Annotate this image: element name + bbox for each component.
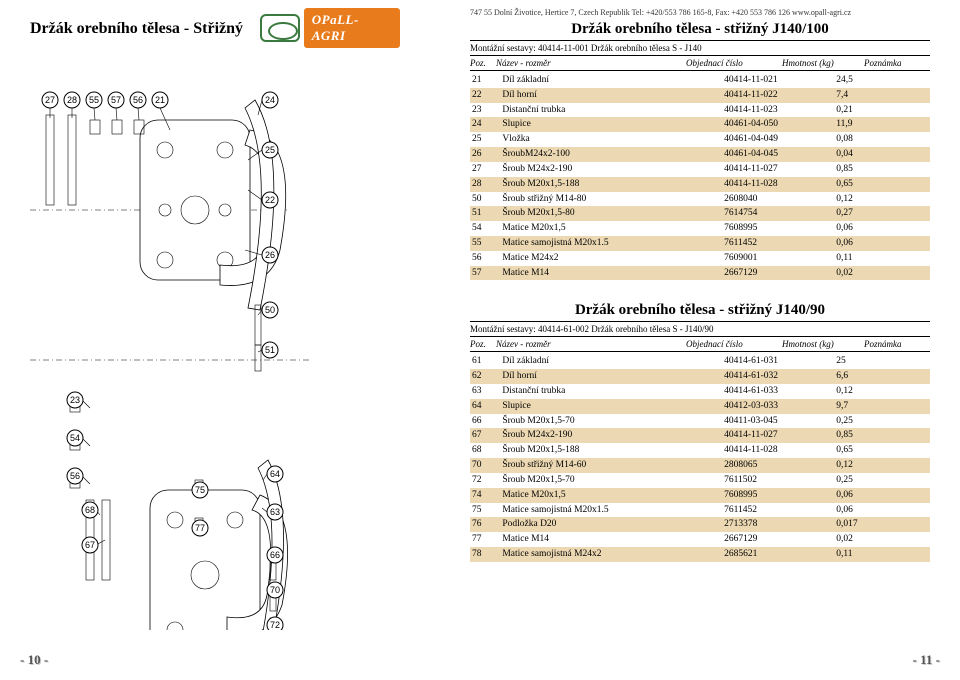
svg-text:24: 24 — [265, 95, 275, 105]
table-row: 27Šroub M24x2-19040414-11-0270,85 — [470, 162, 930, 177]
svg-text:22: 22 — [265, 195, 275, 205]
table-row: 25Vložka40461-04-0490,08 — [470, 132, 930, 147]
bom-table-2: 61Díl základní40414-61-0312562Díl horní4… — [470, 354, 930, 561]
svg-text:67: 67 — [85, 540, 95, 550]
page-number-right: - 11 - — [913, 652, 940, 668]
section1-assembly: Montážní sestavy: 40414-11-001 Držák ore… — [470, 40, 930, 56]
table-row: 26ŠroubM24x2-10040461-04-0450,04 — [470, 147, 930, 162]
svg-text:70: 70 — [270, 585, 280, 595]
table-row: 72Šroub M20x1,5-7076115020,25 — [470, 473, 930, 488]
table-row: 77Matice M1426671290,02 — [470, 532, 930, 547]
svg-text:64: 64 — [270, 469, 280, 479]
table-row: 22Díl horní40414-11-0227,4 — [470, 88, 930, 103]
table-row: 51Šroub M20x1,5-8076147540,27 — [470, 206, 930, 221]
table-row: 50Šroub střižný M14-8026080400,12 — [470, 192, 930, 207]
svg-text:23: 23 — [70, 395, 80, 405]
table-row: 54Matice M20x1,576089950,06 — [470, 221, 930, 236]
table-row: 67Šroub M24x2-19040414-11-0270,85 — [470, 428, 930, 443]
table-row: 57Matice M1426671290,02 — [470, 266, 930, 281]
exploded-drawing: 27 28 55 57 56 21 24 25 22 26 50 51 23 54 56 68 67 75 77 6… — [30, 60, 450, 630]
table-row: 56Matice M24x276090010,11 — [470, 251, 930, 266]
section2-title: Držák orebního tělesa - střižný J140/90 — [470, 302, 930, 319]
svg-text:63: 63 — [270, 507, 280, 517]
svg-text:25: 25 — [265, 145, 275, 155]
logo-text: OPaLL-AGRI — [304, 8, 400, 48]
svg-text:54: 54 — [70, 433, 80, 443]
table-header: Poz.Název - rozměr Objednací čísloHmotno… — [470, 56, 930, 71]
bom-table-1: 21Díl základní40414-11-02124,522Díl horn… — [470, 73, 930, 280]
svg-text:66: 66 — [270, 550, 280, 560]
svg-text:55: 55 — [89, 95, 99, 105]
page-number-left: - 10 - — [20, 652, 48, 668]
svg-text:56: 56 — [70, 471, 80, 481]
svg-text:77: 77 — [195, 523, 205, 533]
svg-text:50: 50 — [265, 305, 275, 315]
svg-text:21: 21 — [155, 95, 165, 105]
table-row: 55Matice samojistná M20x1.576114520,06 — [470, 236, 930, 251]
table-row: 74Matice M20x1,576089950,06 — [470, 488, 930, 503]
svg-text:56: 56 — [133, 95, 143, 105]
svg-text:26: 26 — [265, 250, 275, 260]
section2-assembly: Montážní sestavy: 40414-61-002 Držák ore… — [470, 321, 930, 337]
svg-text:27: 27 — [45, 95, 55, 105]
table-row: 63Distanční trubka40414-61-0330,12 — [470, 384, 930, 399]
svg-text:68: 68 — [85, 505, 95, 515]
table-row: 76Podložka D2027133780,017 — [470, 517, 930, 532]
svg-text:72: 72 — [270, 620, 280, 630]
table-row: 23Distanční trubka40414-11-0230,21 — [470, 103, 930, 118]
table-row: 66Šroub M20x1,5-7040411-03-0450,25 — [470, 414, 930, 429]
table-header-2: Poz.Název - rozměr Objednací čísloHmotno… — [470, 337, 930, 352]
table-row: 61Díl základní40414-61-03125 — [470, 354, 930, 369]
section1-title: Držák orebního tělesa - střižný J140/100 — [470, 21, 930, 38]
table-row: 68Šroub M20x1,5-18840414-11-0280,65 — [470, 443, 930, 458]
svg-text:75: 75 — [195, 485, 205, 495]
contact-line: 747 55 Dolní Životice, Hertice 7, Czech … — [470, 8, 930, 17]
svg-text:51: 51 — [265, 345, 275, 355]
logo-icon — [260, 14, 300, 42]
table-row: 75Matice samojistná M20x1.576114520,06 — [470, 503, 930, 518]
table-row: 62Díl horní40414-61-0326,6 — [470, 369, 930, 384]
brand-logo: OPaLL-AGRI — [260, 12, 400, 44]
table-row: 64Slupice40412-03-0339,7 — [470, 399, 930, 414]
table-row: 24Slupice40461-04-05011,9 — [470, 117, 930, 132]
table-row: 70Šroub střižný M14-6028080650,12 — [470, 458, 930, 473]
svg-text:28: 28 — [67, 95, 77, 105]
svg-text:57: 57 — [111, 95, 121, 105]
table-row: 78Matice samojistná M24x226856210,11 — [470, 547, 930, 562]
table-row: 21Díl základní40414-11-02124,5 — [470, 73, 930, 88]
table-row: 28Šroub M20x1,5-18840414-11-0280,65 — [470, 177, 930, 192]
